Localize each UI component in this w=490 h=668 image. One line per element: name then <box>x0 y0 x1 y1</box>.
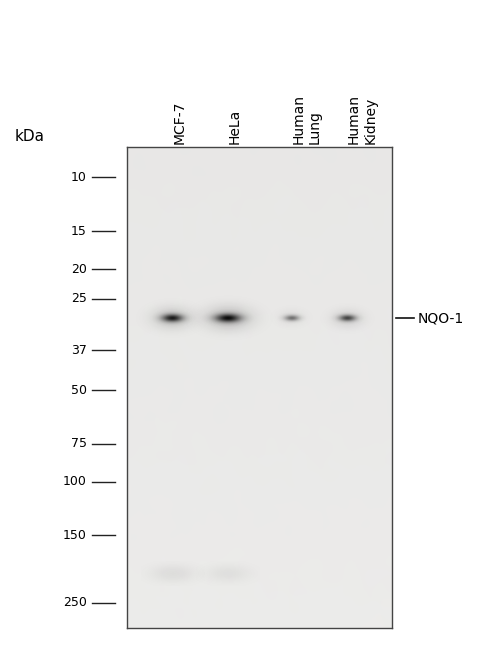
Text: 100: 100 <box>63 476 87 488</box>
Text: 50: 50 <box>71 383 87 397</box>
Text: 250: 250 <box>63 597 87 609</box>
Text: MCF-7: MCF-7 <box>172 101 186 144</box>
Text: kDa: kDa <box>15 129 45 144</box>
Text: Human
Lung: Human Lung <box>292 94 321 144</box>
Text: 75: 75 <box>71 438 87 450</box>
Text: Human
Kidney: Human Kidney <box>347 94 377 144</box>
Text: NQO-1: NQO-1 <box>417 311 464 325</box>
Text: 150: 150 <box>63 529 87 542</box>
Text: 20: 20 <box>71 263 87 275</box>
Text: 15: 15 <box>71 224 87 238</box>
Text: 25: 25 <box>71 292 87 305</box>
Text: HeLa: HeLa <box>228 109 242 144</box>
Text: 10: 10 <box>71 171 87 184</box>
Text: 37: 37 <box>71 344 87 357</box>
